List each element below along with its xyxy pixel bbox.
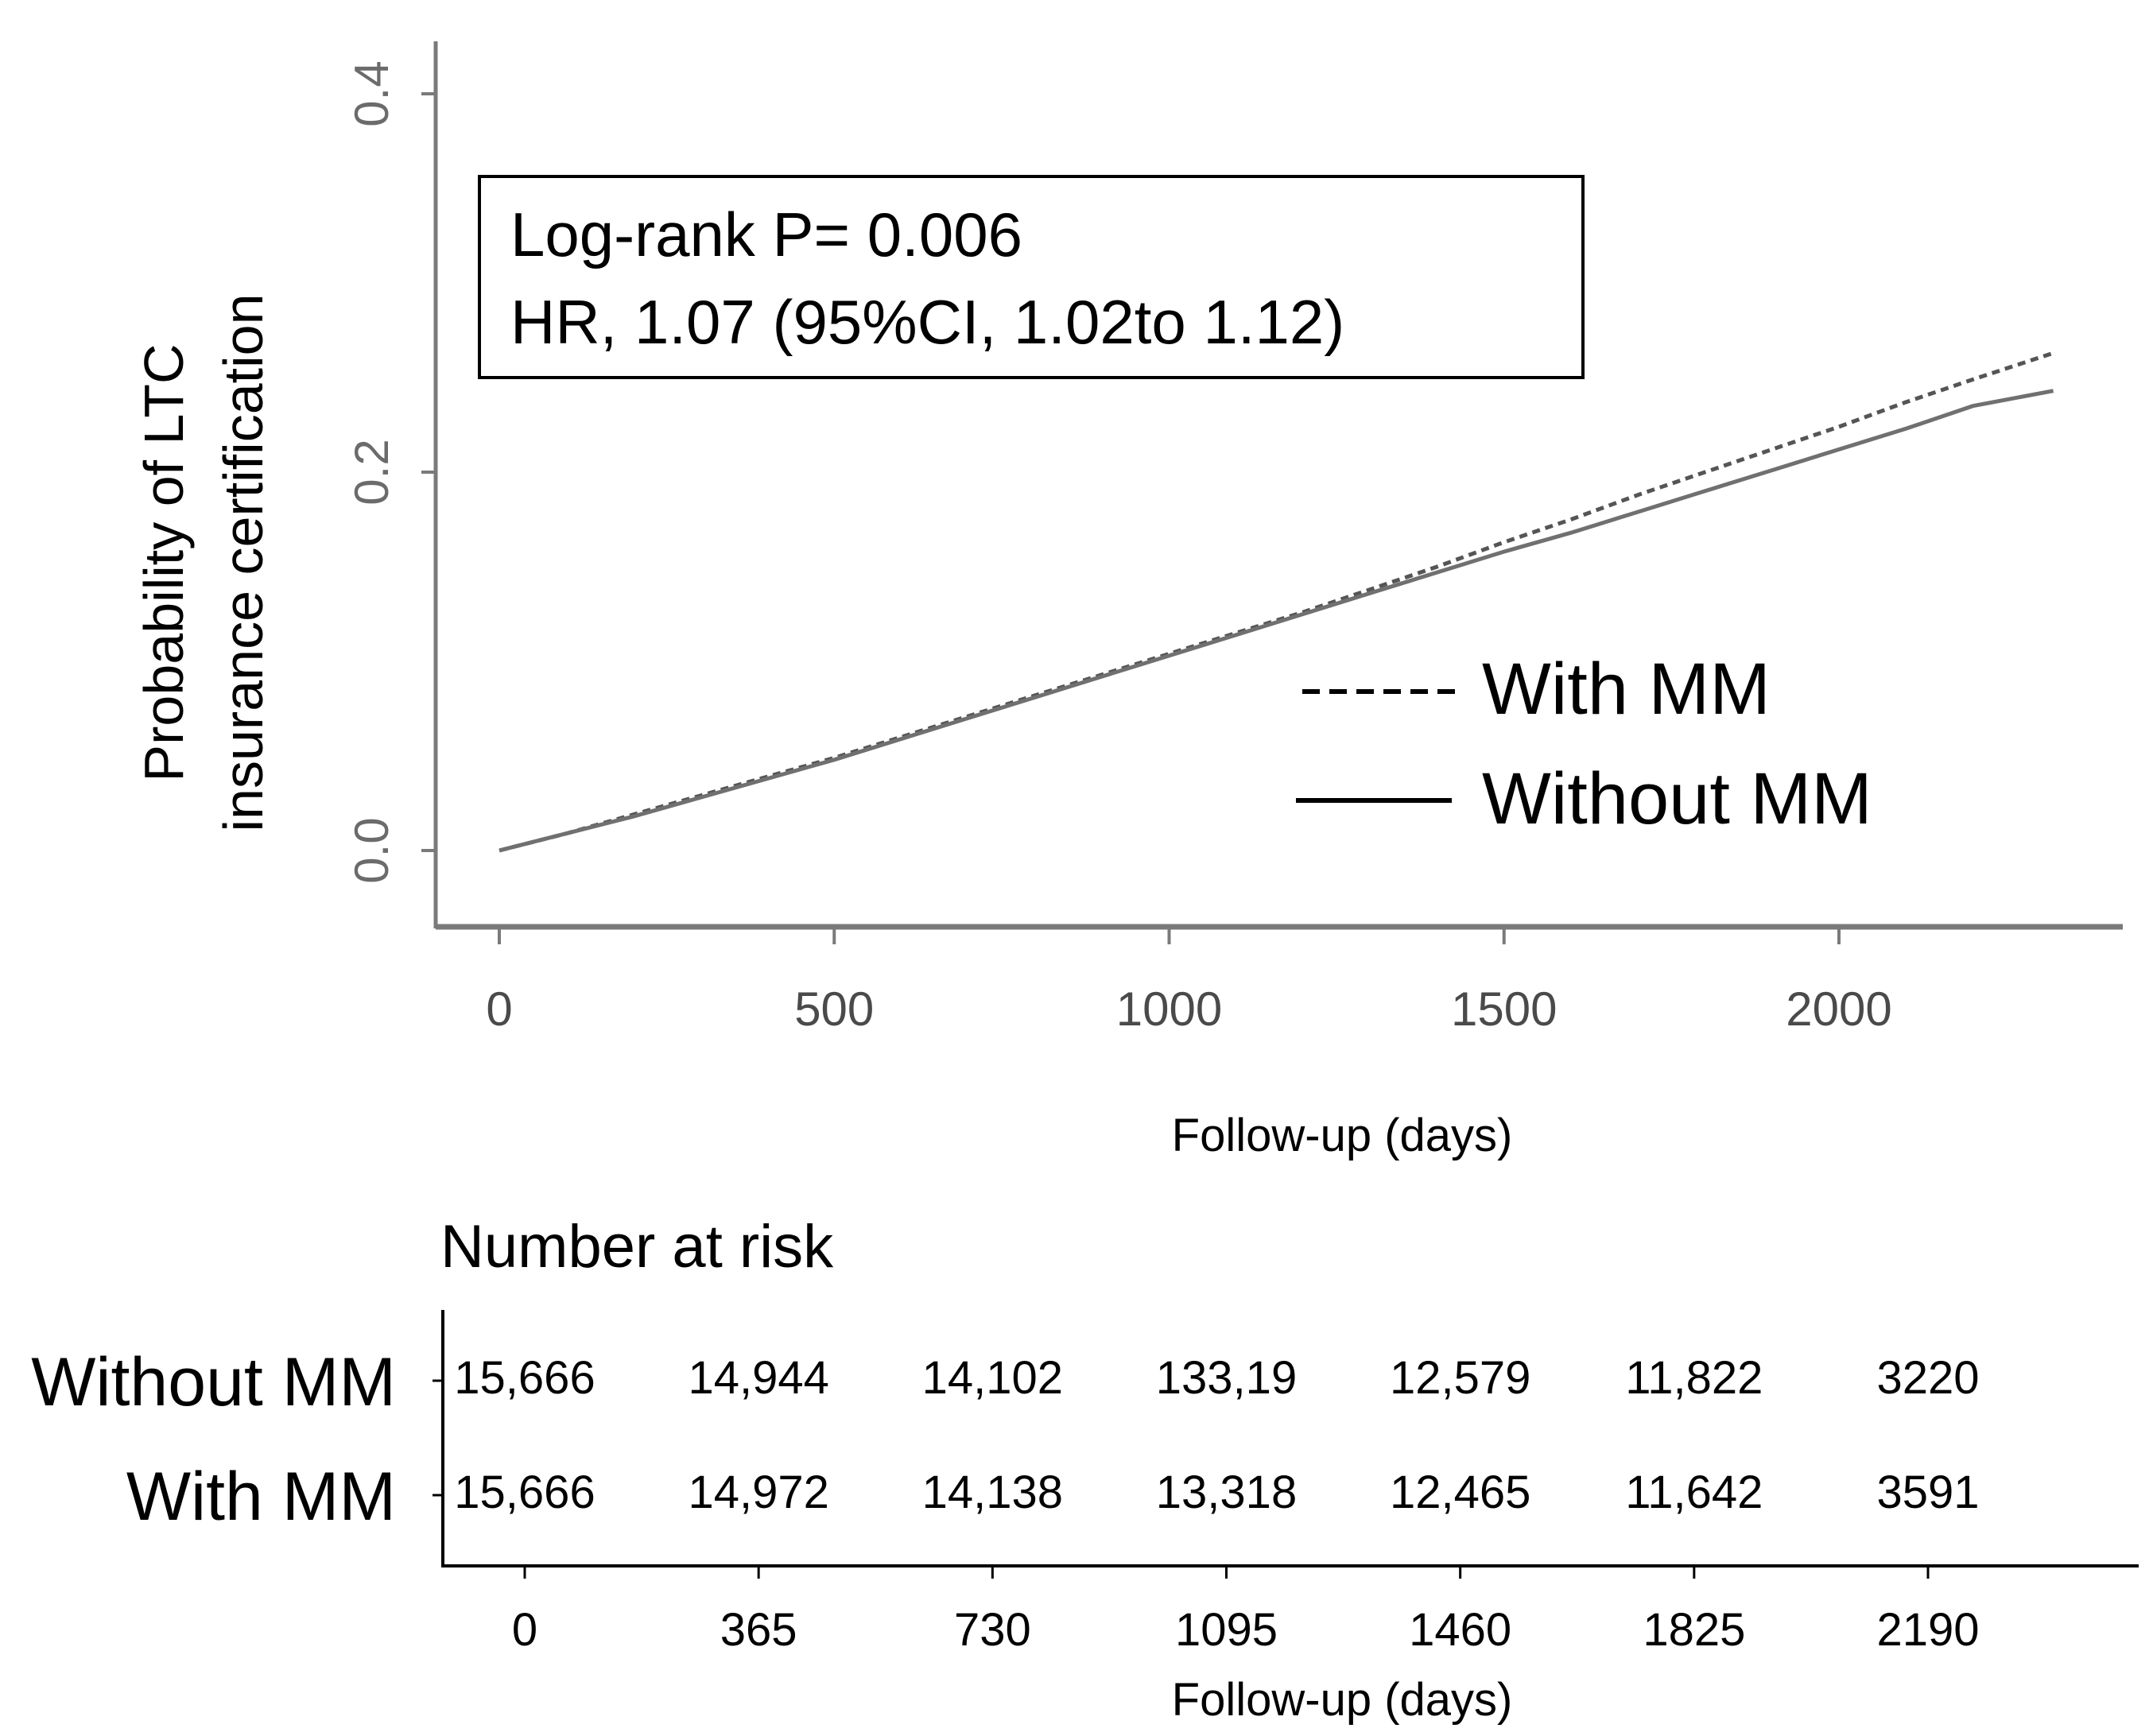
risk-x-tick-label: 730 xyxy=(954,1604,1031,1656)
legend: With MM Without MM xyxy=(1296,649,1872,839)
series-line-without-mm xyxy=(498,389,2054,853)
risk-table-cell: 11,822 xyxy=(1625,1352,1763,1404)
risk-x-tick-label: 2190 xyxy=(1876,1604,1979,1656)
risk-table-x-axis-label: Follow-up (days) xyxy=(1172,1674,1513,1726)
legend-label-with-mm: With MM xyxy=(1482,649,1771,730)
hazard-ratio-text: HR, 1.07 (95%CI, 1.02to 1.12) xyxy=(510,287,1344,357)
number-at-risk-table: Number at risk Without MM With MM 15,666… xyxy=(31,1213,2139,1726)
risk-table-cell: 133,19 xyxy=(1156,1352,1297,1404)
risk-table-cell: 15,666 xyxy=(454,1352,595,1404)
risk-x-tick-label: 1460 xyxy=(1409,1604,1511,1656)
x-tick-label: 1500 xyxy=(1451,982,1557,1036)
x-tick-label: 1000 xyxy=(1116,982,1222,1036)
cumulative-incidence-plot: 0.0 0.2 0.4 0 500 1000 1500 2000 Probability o… xyxy=(133,41,2123,1161)
y-tick-label: 0.0 xyxy=(345,817,398,883)
y-axis-label-line2: insurance certification xyxy=(212,294,274,832)
y-tick-label: 0.4 xyxy=(345,60,398,126)
risk-table-cell: 14,972 xyxy=(688,1467,828,1518)
log-rank-p-text: Log-rank P= 0.006 xyxy=(510,200,1022,269)
risk-x-tick-label: 0 xyxy=(512,1604,537,1656)
risk-table-cell: 11,642 xyxy=(1625,1467,1763,1518)
risk-table-cell: 3220 xyxy=(1876,1352,1979,1404)
risk-table-cell: 15,666 xyxy=(454,1467,595,1518)
y-tick-label: 0.2 xyxy=(345,439,398,505)
risk-x-tick-label: 365 xyxy=(720,1604,797,1656)
y-axis-label-line1: Probability of LTC xyxy=(133,343,195,781)
risk-table-title: Number at risk xyxy=(440,1213,834,1281)
risk-table-cell: 13,318 xyxy=(1156,1467,1297,1518)
x-axis-label: Follow-up (days) xyxy=(1172,1110,1513,1161)
statistics-box: Log-rank P= 0.006 HR, 1.07 (95%CI, 1.02t… xyxy=(478,175,1585,379)
risk-table-cell: 14,138 xyxy=(922,1467,1063,1518)
risk-table-cell: 12,465 xyxy=(1390,1467,1530,1518)
x-tick-label: 0 xyxy=(486,982,512,1036)
risk-x-tick-label: 1825 xyxy=(1643,1604,1745,1656)
x-tick-label: 2000 xyxy=(1786,982,1891,1036)
risk-row-label-without-mm: Without MM xyxy=(31,1344,396,1420)
risk-x-tick-label: 1095 xyxy=(1175,1604,1278,1656)
risk-row-label-with-mm: With MM xyxy=(126,1459,396,1535)
legend-label-without-mm: Without MM xyxy=(1482,758,1872,839)
x-tick-label: 500 xyxy=(794,982,874,1036)
risk-table-cell: 14,944 xyxy=(688,1352,828,1404)
risk-table-cell: 14,102 xyxy=(922,1352,1063,1404)
risk-table-cell: 3591 xyxy=(1876,1467,1979,1518)
risk-table-cell: 12,579 xyxy=(1390,1352,1530,1404)
